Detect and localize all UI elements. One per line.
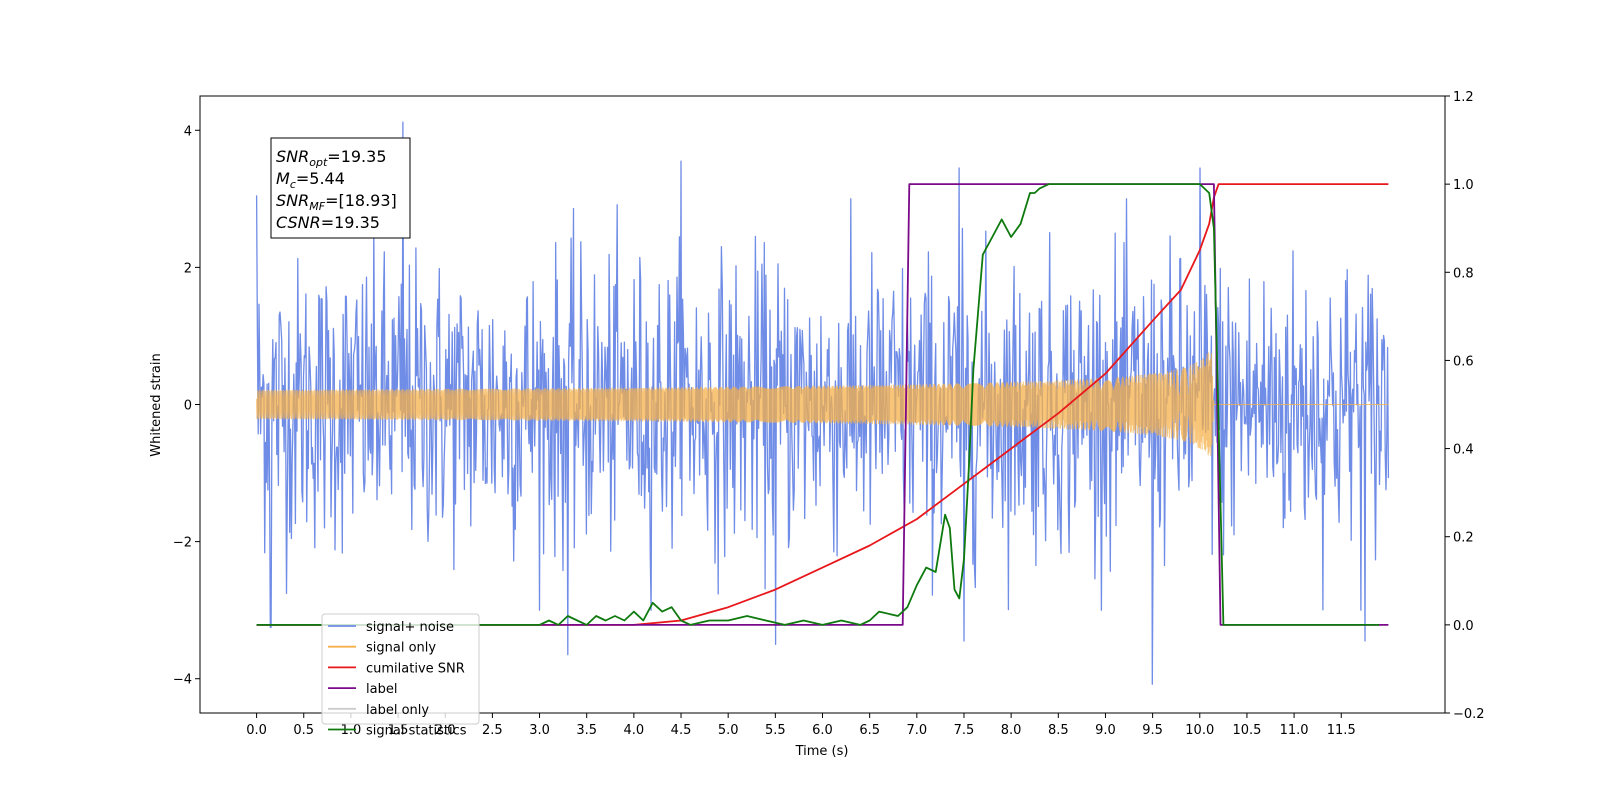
x-tick-label: 0.0 bbox=[246, 723, 267, 738]
legend-label: label bbox=[366, 682, 397, 697]
annotation-line: Mc=5.44 bbox=[276, 169, 345, 191]
x-tick-label: 2.0 bbox=[435, 723, 456, 738]
annotation-subscript: opt bbox=[309, 156, 328, 169]
series-line-signal-only bbox=[256, 352, 1389, 457]
legend-frame bbox=[321, 613, 480, 725]
legend-label: label only bbox=[366, 703, 429, 718]
y-left-tick-label: −4 bbox=[173, 673, 192, 688]
y-axis-left: −4 −2 0 2 4 bbox=[173, 124, 200, 688]
y-axis-right: −0.2 0.0 0.2 0.4 0.6 0.8 1.0 1.2 bbox=[1445, 90, 1485, 722]
x-tick-label: 5.0 bbox=[718, 723, 739, 738]
annotation-line: SNRMF=[18.93] bbox=[276, 191, 397, 213]
legend-label: cumilative SNR bbox=[366, 661, 465, 676]
y-left-tick-label: 0 bbox=[184, 399, 192, 414]
x-tick-label: 0.5 bbox=[293, 723, 314, 738]
x-tick-label: 5.5 bbox=[765, 723, 786, 738]
x-tick-label: 11.5 bbox=[1327, 723, 1356, 738]
y-axis-label: Whitened strain bbox=[149, 353, 164, 456]
x-tick-label: 9.0 bbox=[1095, 723, 1116, 738]
y-left-tick-label: 4 bbox=[184, 124, 192, 139]
annotation-symbol: SNR bbox=[276, 147, 309, 166]
legend: signal+ noise signal only cumilative SNR la… bbox=[321, 613, 480, 739]
y-right-tick-label: 0.2 bbox=[1453, 531, 1474, 546]
y-right-tick-label: 0.0 bbox=[1453, 619, 1474, 634]
x-tick-label: 3.0 bbox=[529, 723, 550, 738]
y-right-tick-label: 0.8 bbox=[1453, 266, 1474, 281]
y-right-tick-label: 0.4 bbox=[1453, 443, 1474, 458]
x-tick-label: 8.5 bbox=[1048, 723, 1069, 738]
annotation-symbol: M bbox=[276, 169, 290, 188]
legend-label: signal+ noise bbox=[366, 620, 454, 635]
x-tick-label: 8.0 bbox=[1001, 723, 1022, 738]
x-tick-label: 10.5 bbox=[1232, 723, 1261, 738]
x-tick-label: 6.5 bbox=[859, 723, 880, 738]
series-line-signal-statistics bbox=[256, 183, 1379, 626]
x-tick-label: 6.0 bbox=[812, 723, 833, 738]
annotation-value: =[18.93] bbox=[325, 191, 397, 210]
annotation-frame bbox=[270, 137, 411, 239]
x-tick-label: 2.5 bbox=[482, 723, 503, 738]
annotation-subscript: c bbox=[290, 178, 296, 191]
annotation-subscript: MF bbox=[309, 200, 325, 213]
x-tick-label: 7.5 bbox=[954, 723, 975, 738]
y-left-tick-label: 2 bbox=[184, 261, 192, 276]
x-axis-label: Time (s) bbox=[795, 744, 849, 759]
series-line-cumilative-snr bbox=[256, 183, 1389, 626]
plot-series bbox=[255, 121, 1390, 685]
x-tick-label: 9.5 bbox=[1142, 723, 1163, 738]
x-tick-label: 4.5 bbox=[671, 723, 692, 738]
legend-label: signal statistics bbox=[366, 724, 467, 739]
x-tick-label: 3.5 bbox=[576, 723, 597, 738]
annotation-line: CSNR=19.35 bbox=[276, 213, 380, 232]
x-tick-label: 10.0 bbox=[1185, 723, 1214, 738]
x-tick-label: 4.0 bbox=[624, 723, 645, 738]
x-tick-label: 7.0 bbox=[906, 723, 927, 738]
annotation-line: SNRopt=19.35 bbox=[276, 147, 387, 169]
legend-label: signal only bbox=[366, 641, 436, 656]
x-tick-label: 11.0 bbox=[1280, 723, 1309, 738]
annotation-symbol: CSNR bbox=[276, 213, 321, 232]
annotation-value: =19.35 bbox=[321, 213, 380, 232]
annotation-symbol: SNR bbox=[276, 191, 309, 210]
x-axis: 0.0 0.5 1.0 1.5 2.0 2.5 3.0 3.5 4.0 4.5 5.0 5.5 6.0 6… bbox=[246, 713, 1356, 738]
y-left-tick-label: −2 bbox=[173, 536, 192, 551]
x-tick-label: 1.0 bbox=[341, 723, 362, 738]
x-tick-label: 1.5 bbox=[388, 723, 409, 738]
y-right-tick-label: 0.6 bbox=[1453, 354, 1474, 369]
annotation-value: =5.44 bbox=[296, 169, 345, 188]
y-right-tick-label: 1.2 bbox=[1453, 90, 1474, 105]
annotation-value: =19.35 bbox=[327, 147, 386, 166]
snr-annotation-box: SNRopt=19.35Mc=5.44SNRMF=[18.93]CSNR=19.… bbox=[270, 137, 411, 239]
y-right-tick-label: 1.0 bbox=[1453, 178, 1474, 193]
y-right-tick-label: −0.2 bbox=[1453, 707, 1485, 722]
